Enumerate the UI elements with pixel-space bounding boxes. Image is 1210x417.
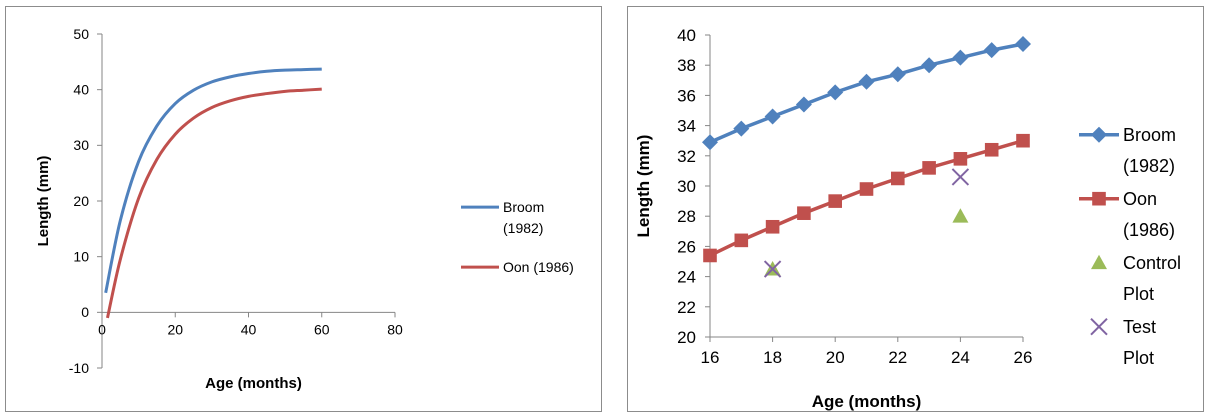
growth-curve-chart: -10 0 10 20 30 40 50 0 20 40 60 80 Age (months) Lengt… xyxy=(35,26,574,392)
data-point xyxy=(952,208,969,223)
x-tick-label: 40 xyxy=(241,321,257,337)
series-line xyxy=(106,87,322,319)
legend-entry: Oon (1986) xyxy=(461,259,574,275)
data-point xyxy=(763,260,782,278)
legend-label: Plot xyxy=(1123,348,1154,368)
legend-entry: Broom (1982) xyxy=(1079,125,1176,176)
legend-entry: Broom (1982) xyxy=(461,199,544,236)
legend-label: (1982) xyxy=(1123,156,1175,176)
legend-marker xyxy=(1091,126,1107,143)
y-tick-label: 20 xyxy=(677,328,696,347)
data-point xyxy=(922,161,936,175)
x-tick-label: 26 xyxy=(1014,348,1033,367)
data-point xyxy=(953,152,968,166)
data-point xyxy=(797,206,811,220)
series-line xyxy=(709,139,1024,258)
x-axis-title: Age (months) xyxy=(812,392,922,411)
legend-label: Plot xyxy=(1123,284,1154,304)
y-tick-label: 30 xyxy=(73,137,89,153)
legend-entry: Test Plot xyxy=(1090,317,1156,368)
legend-entry: Oon (1986) xyxy=(1079,189,1175,240)
legend-entry: Control Plot xyxy=(1091,253,1181,304)
y-tick-label: 22 xyxy=(677,298,696,317)
legend-label: Oon xyxy=(1123,189,1157,209)
data-point xyxy=(951,168,970,186)
y-tick-label: 28 xyxy=(677,207,696,226)
y-tick-label: 30 xyxy=(677,177,696,196)
data-point xyxy=(889,66,906,83)
legend-label: Broom xyxy=(503,199,544,215)
y-tick-label: 20 xyxy=(73,193,89,209)
data-point xyxy=(891,171,905,186)
legend-label: (1986) xyxy=(1123,220,1175,240)
x-tick-label: 0 xyxy=(98,321,106,337)
data-point xyxy=(733,120,750,137)
data-point xyxy=(858,73,875,90)
data-point xyxy=(795,96,812,113)
legend-label: Oon (1986) xyxy=(503,259,574,275)
x-tick-label: 18 xyxy=(763,348,782,367)
data-point xyxy=(952,49,969,66)
x-tick-label: 16 xyxy=(701,348,720,367)
y-tick-label: -10 xyxy=(69,360,89,376)
data-point xyxy=(828,194,842,208)
chart-panel-right: 20 22 24 26 28 30 32 34 36 38 40 16 18 20 22 24 26 Age (m… xyxy=(627,6,1204,412)
y-tick-label: 24 xyxy=(677,268,696,287)
y-tick-label: 50 xyxy=(73,26,89,42)
y-axis-title: Length (mm) xyxy=(35,156,52,247)
data-point xyxy=(827,84,844,101)
series-0 xyxy=(702,36,1031,151)
x-tick-label: 80 xyxy=(387,321,403,337)
y-tick-label: 34 xyxy=(677,117,696,136)
y-tick-label: 36 xyxy=(677,86,696,105)
series-line xyxy=(709,42,1024,144)
data-point xyxy=(734,233,749,248)
legend-marker xyxy=(1090,317,1108,336)
data-point xyxy=(984,142,999,157)
data-point xyxy=(765,219,780,234)
x-tick-label: 60 xyxy=(314,321,330,337)
x-tick-label: 22 xyxy=(888,348,907,367)
series-1 xyxy=(703,133,1030,263)
y-tick-label: 38 xyxy=(677,56,696,75)
data-point xyxy=(859,182,874,196)
data-point xyxy=(703,248,717,263)
data-point xyxy=(983,42,1000,59)
y-tick-label: 26 xyxy=(677,237,696,256)
data-point xyxy=(1016,133,1030,148)
x-axis-title: Age (months) xyxy=(205,375,302,392)
series-line xyxy=(104,67,322,294)
y-tick-label: 0 xyxy=(81,304,89,320)
length-age-chart: 20 22 24 26 28 30 32 34 36 38 40 16 18 20 22 24 26 Age (m… xyxy=(634,26,1181,411)
y-tick-label: 32 xyxy=(677,147,696,166)
legend-label: Control xyxy=(1123,253,1181,273)
legend-label: (1982) xyxy=(503,220,543,236)
data-point xyxy=(1015,36,1031,53)
y-tick-label: 40 xyxy=(677,26,696,45)
legend-label: Broom xyxy=(1123,125,1176,145)
series-0 xyxy=(104,67,322,294)
x-tick-label: 24 xyxy=(951,348,970,367)
data-point xyxy=(921,57,938,74)
data-point xyxy=(764,108,781,125)
legend-marker xyxy=(1091,254,1107,270)
x-tick-label: 20 xyxy=(826,348,845,367)
chart-panel-left: -10 0 10 20 30 40 50 0 20 40 60 80 Age (months) Lengt… xyxy=(5,6,602,412)
legend-marker xyxy=(1092,191,1106,206)
series-1 xyxy=(106,87,322,319)
y-tick-label: 40 xyxy=(73,82,89,98)
x-tick-label: 20 xyxy=(167,321,183,337)
series-3 xyxy=(763,168,970,278)
legend-label: Test xyxy=(1123,317,1156,337)
y-tick-label: 10 xyxy=(73,249,89,265)
y-axis-title: Length (mm) xyxy=(634,135,653,238)
data-point xyxy=(702,134,718,151)
